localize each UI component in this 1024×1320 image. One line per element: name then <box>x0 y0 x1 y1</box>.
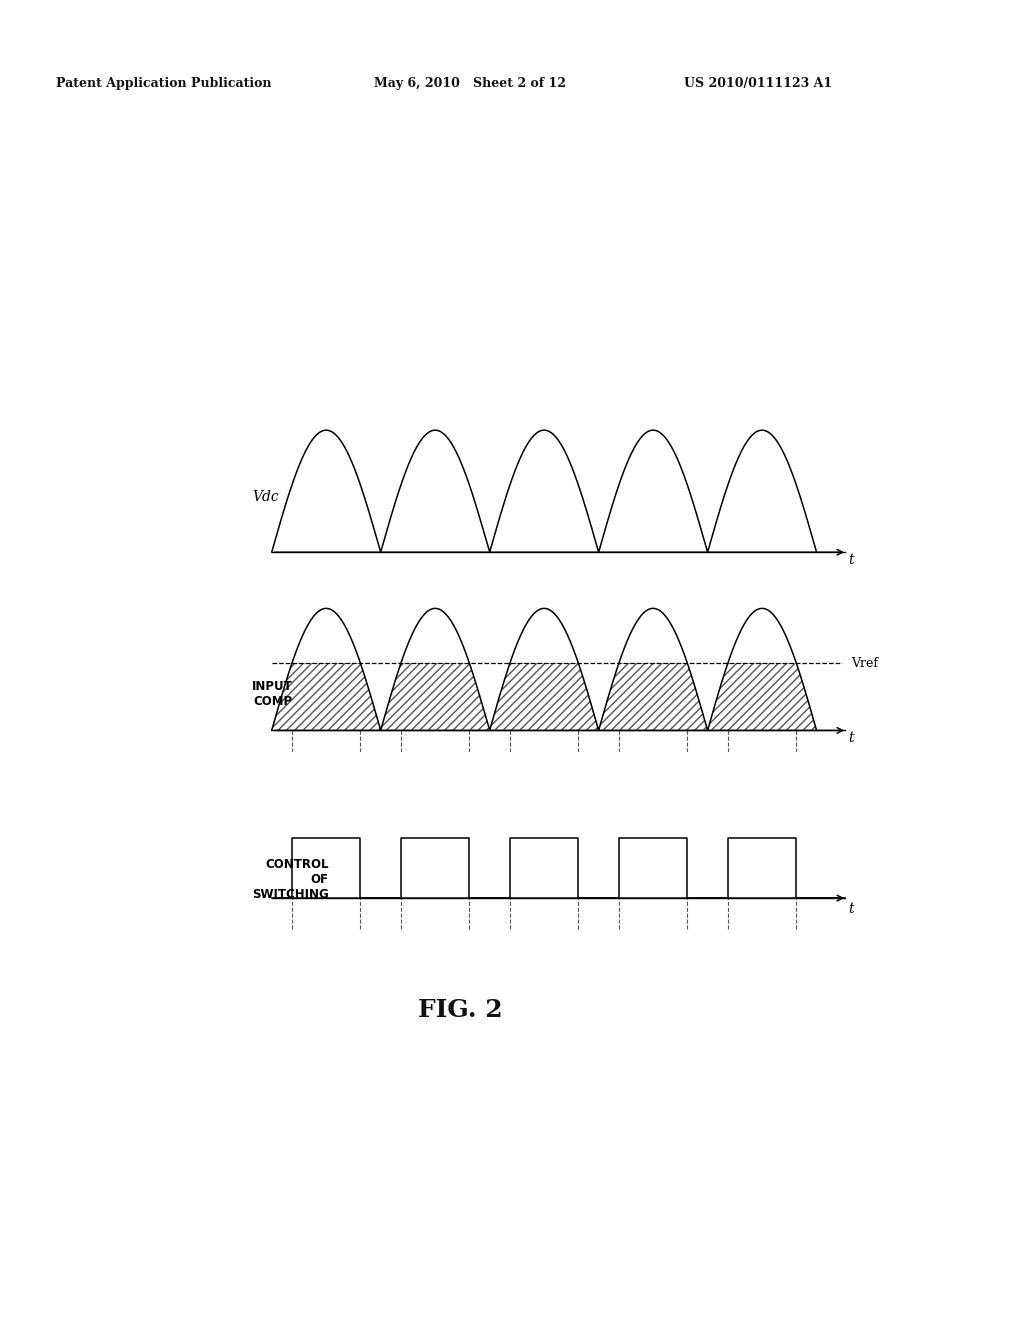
Text: US 2010/0111123 A1: US 2010/0111123 A1 <box>684 77 833 90</box>
Text: May 6, 2010   Sheet 2 of 12: May 6, 2010 Sheet 2 of 12 <box>374 77 565 90</box>
Text: FIG. 2: FIG. 2 <box>419 998 503 1022</box>
Text: INPUT
COMP: INPUT COMP <box>252 680 293 708</box>
Text: t: t <box>849 731 854 744</box>
Text: t: t <box>849 903 854 916</box>
Text: t: t <box>849 553 854 566</box>
Text: CONTROL
OF
SWITCHING: CONTROL OF SWITCHING <box>252 858 329 902</box>
Text: Patent Application Publication: Patent Application Publication <box>56 77 271 90</box>
Text: Vref: Vref <box>851 657 879 669</box>
Text: Vdc: Vdc <box>252 490 279 504</box>
